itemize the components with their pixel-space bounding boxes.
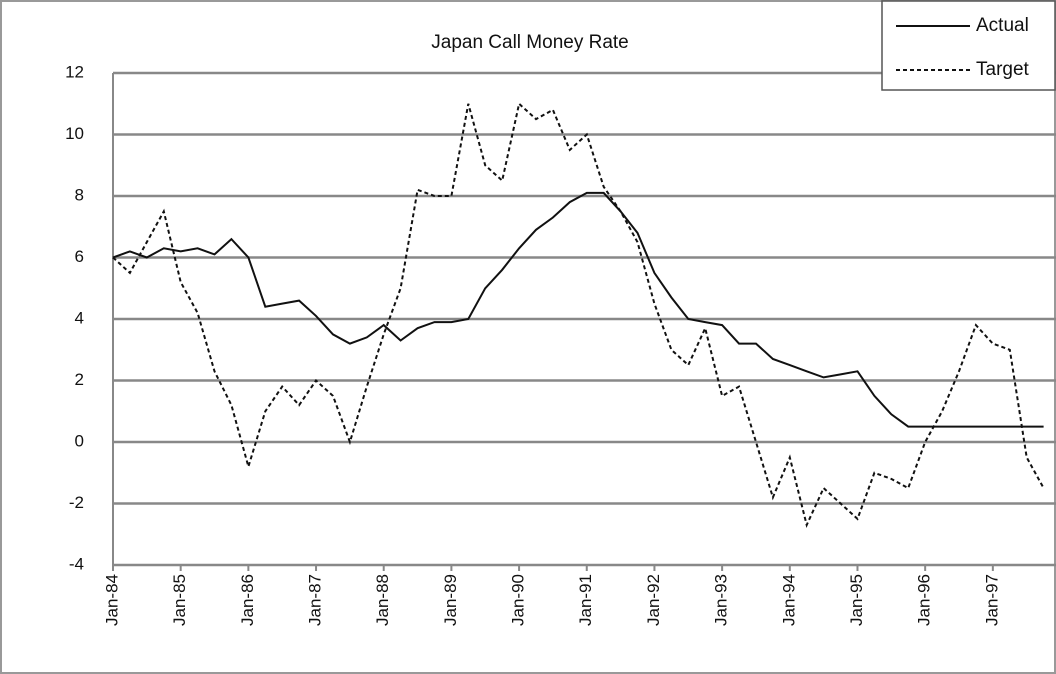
x-tick-label: Jan-90 [509, 574, 528, 626]
y-tick-label: 10 [65, 124, 84, 143]
y-tick-label: 0 [75, 431, 84, 450]
x-tick-label: Jan-94 [779, 574, 798, 626]
y-tick-label: 12 [65, 62, 84, 81]
x-tick-label: Jan-96 [915, 574, 934, 626]
x-tick-label: Jan-93 [712, 574, 731, 626]
data-line [112, 191, 1044, 428]
x-tick-label: Jan-86 [238, 574, 257, 626]
x-tick-label: Jan-91 [576, 574, 595, 626]
x-tick-label: Jan-89 [441, 574, 460, 626]
x-tick-label: Jan-84 [102, 574, 121, 626]
x-tick-label: Jan-88 [373, 574, 392, 626]
y-tick-label: -2 [69, 493, 84, 512]
y-tick-label: 4 [75, 308, 84, 327]
x-tick-label: Jan-87 [306, 574, 325, 626]
legend-label: Actual [976, 15, 1029, 36]
y-tick-label: 6 [75, 247, 84, 266]
y-tick-label: 2 [75, 370, 84, 389]
chart-title: Japan Call Money Rate [431, 32, 629, 53]
x-tick-label: Jan-85 [170, 574, 189, 626]
x-tick-label: Jan-97 [982, 574, 1001, 626]
x-tick-label: Jan-95 [847, 574, 866, 626]
x-tick-label: Jan-92 [644, 574, 663, 626]
legend-label: Target [976, 59, 1030, 80]
legend-box [881, 0, 1056, 91]
y-tick-label: 8 [75, 185, 84, 204]
y-tick-label: -4 [69, 554, 84, 573]
